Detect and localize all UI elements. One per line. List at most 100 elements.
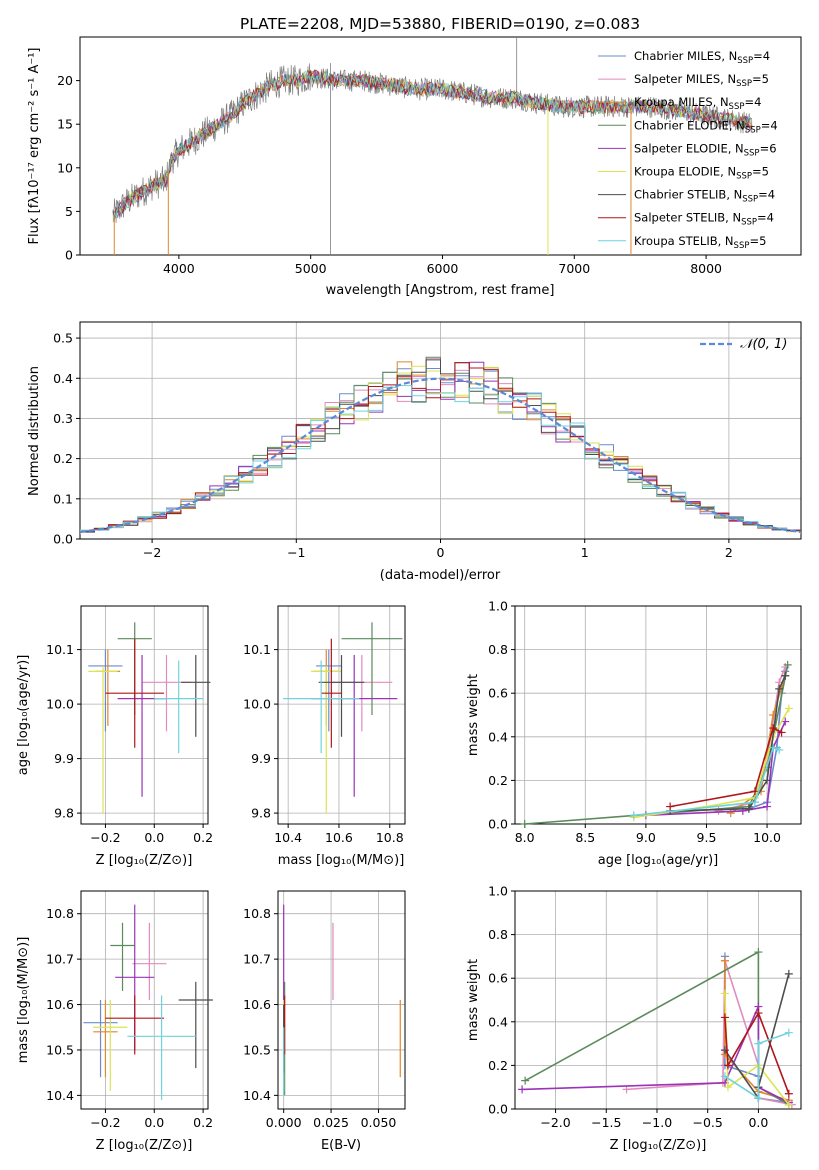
y-tick-label: 10.1 bbox=[243, 642, 271, 657]
mass-weight-marker bbox=[720, 1013, 729, 1022]
mass-weight-marker bbox=[763, 802, 772, 811]
y-tick-label: 0.4 bbox=[488, 1014, 508, 1029]
x-tick-label: 2 bbox=[725, 545, 733, 560]
mass-weight-marker bbox=[520, 820, 529, 828]
mass-weight-marker bbox=[769, 724, 778, 733]
y-tick-label: 10.0 bbox=[46, 697, 74, 712]
error-bar bbox=[88, 665, 118, 814]
y-tick-label: 10.1 bbox=[46, 642, 74, 657]
y-tick-label: 0.0 bbox=[488, 817, 508, 832]
x-tick-label: 0.025 bbox=[313, 1115, 349, 1130]
age-vs-mass-panel: 10.4 10.6 10.8 9.8 9.9 10.0 10.1 bbox=[243, 605, 406, 845]
error-bar bbox=[93, 1000, 118, 1078]
age-z-xlabel: Z [log₁₀(Z/Z⊙)] bbox=[96, 853, 193, 868]
error-bar bbox=[105, 638, 165, 748]
y-tick-label: 5 bbox=[65, 204, 73, 219]
error-bar bbox=[93, 1000, 128, 1091]
x-tick-label: −0.5 bbox=[693, 1115, 723, 1130]
mass-weight-marker bbox=[784, 1089, 793, 1098]
histogram-ylabel: Normed distribution bbox=[27, 366, 42, 496]
y-tick-label: 10 bbox=[57, 160, 73, 175]
y-tick-label: 9.9 bbox=[251, 751, 271, 766]
weight-age-ylabel: mass weight bbox=[466, 674, 481, 756]
mass-weight-marker bbox=[750, 798, 759, 807]
histograms bbox=[80, 356, 801, 535]
error-bar bbox=[316, 649, 342, 732]
weight-age-xlabel: age [log₁₀(age/yr)] bbox=[598, 853, 719, 868]
mass-weight-line bbox=[669, 726, 782, 808]
y-tick-label: 9.8 bbox=[54, 806, 74, 821]
y-tick-label: 0.6 bbox=[488, 686, 508, 701]
y-tick-label: 0.5 bbox=[53, 331, 73, 346]
mass-weight-marker bbox=[666, 802, 675, 811]
spectrum-ylabel: Flux [fλ10⁻¹⁷ erg cm⁻² s⁻¹ A⁻¹] bbox=[27, 48, 42, 245]
mass-weight-marker bbox=[781, 717, 790, 726]
mass-weight-marker bbox=[769, 743, 778, 752]
x-tick-label: −2.0 bbox=[540, 1115, 570, 1130]
x-tick-label: −0.2 bbox=[90, 1115, 120, 1130]
mass-weight-marker bbox=[518, 1085, 527, 1094]
x-tick-label: −0.2 bbox=[90, 830, 120, 845]
y-tick-label: 0.2 bbox=[53, 451, 73, 466]
y-tick-label: 9.9 bbox=[54, 751, 74, 766]
y-tick-label: 0 bbox=[65, 248, 73, 263]
error-bar bbox=[341, 622, 403, 715]
x-tick-label: 10.6 bbox=[325, 830, 353, 845]
gridlines bbox=[278, 891, 405, 1109]
model-spectrum-line bbox=[112, 69, 753, 215]
error-bar bbox=[283, 660, 360, 754]
y-tick-label: 0.0 bbox=[488, 1102, 508, 1117]
mass-weight-marker bbox=[754, 948, 763, 957]
y-tick-label: 10.4 bbox=[46, 1088, 74, 1103]
x-tick-label: 8.5 bbox=[575, 830, 595, 845]
spectrum-xlabel: wavelength [Angstrom, rest frame] bbox=[326, 283, 555, 298]
legend-entry: Kroupa STELIB, NSSP=5 bbox=[634, 234, 766, 251]
mass-weight-marker bbox=[777, 728, 786, 737]
y-tick-label: 0.6 bbox=[488, 971, 508, 986]
x-tick-label: 9.5 bbox=[697, 830, 717, 845]
legend-entry: Salpeter STELIB, NSSP=4 bbox=[634, 211, 774, 228]
y-tick-label: 10.5 bbox=[243, 1042, 271, 1057]
age-mass-xlabel: mass [log₁₀(M/M⊙)] bbox=[278, 853, 405, 868]
gridlines bbox=[81, 606, 208, 824]
mass-weight-line bbox=[633, 708, 790, 819]
y-tick-label: 9.8 bbox=[251, 806, 271, 821]
spectrum-lines bbox=[112, 37, 753, 255]
y-tick-label: 0.8 bbox=[488, 642, 508, 657]
mass-weight-marker bbox=[775, 684, 784, 693]
error-bar bbox=[178, 981, 213, 1069]
mass-weight-marker bbox=[521, 1076, 530, 1085]
x-tick-label: 0.0 bbox=[748, 1115, 768, 1130]
weight-z-xlabel: Z [log₁₀(Z/Z⊙)] bbox=[610, 1138, 707, 1153]
x-tick-label: 1 bbox=[581, 545, 589, 560]
normal-curve bbox=[80, 377, 801, 534]
y-tick-label: 10.6 bbox=[46, 997, 74, 1012]
x-tick-label: 6000 bbox=[427, 261, 459, 276]
mass-weight-line bbox=[724, 960, 790, 1102]
legend-entry: Chabrier MILES, NSSP=4 bbox=[634, 49, 770, 66]
legend-entry: Chabrier STELIB, NSSP=4 bbox=[634, 188, 775, 205]
y-tick-label: 0.4 bbox=[488, 729, 508, 744]
x-tick-label: 8000 bbox=[690, 261, 722, 276]
x-tick-label: 0.2 bbox=[193, 830, 213, 845]
error-bar bbox=[318, 655, 365, 737]
error-bar bbox=[311, 665, 342, 814]
error-bar bbox=[181, 655, 211, 737]
mass-weight-marker bbox=[723, 1083, 732, 1092]
x-tick-label: 8.0 bbox=[515, 830, 535, 845]
y-tick-label: 0.4 bbox=[53, 371, 73, 386]
y-tick-label: 10.7 bbox=[243, 952, 271, 967]
y-tick-label: 0.0 bbox=[53, 532, 73, 547]
mass-vs-metallicity-panel: −0.2 0.0 0.2 10.4 10.5 10.6 10.7 10.8 bbox=[46, 890, 213, 1130]
y-tick-label: 0.8 bbox=[488, 927, 508, 942]
mass-weight-marker bbox=[781, 671, 790, 680]
mass-weight-vs-age-panel: 8.0 8.5 9.0 9.5 10.0 0.0 0.2 0.4 0.6 0.8 1.0 bbox=[488, 599, 802, 845]
x-tick-label: −2 bbox=[143, 545, 161, 560]
legend-entry: Kroupa ELODIE, NSSP=5 bbox=[634, 165, 769, 182]
mass-weight-marker bbox=[629, 811, 638, 820]
error-bar bbox=[154, 660, 204, 754]
y-tick-label: 1.0 bbox=[488, 884, 508, 899]
y-tick-label: 10.8 bbox=[46, 906, 74, 921]
y-tick-label: 10.7 bbox=[46, 952, 74, 967]
